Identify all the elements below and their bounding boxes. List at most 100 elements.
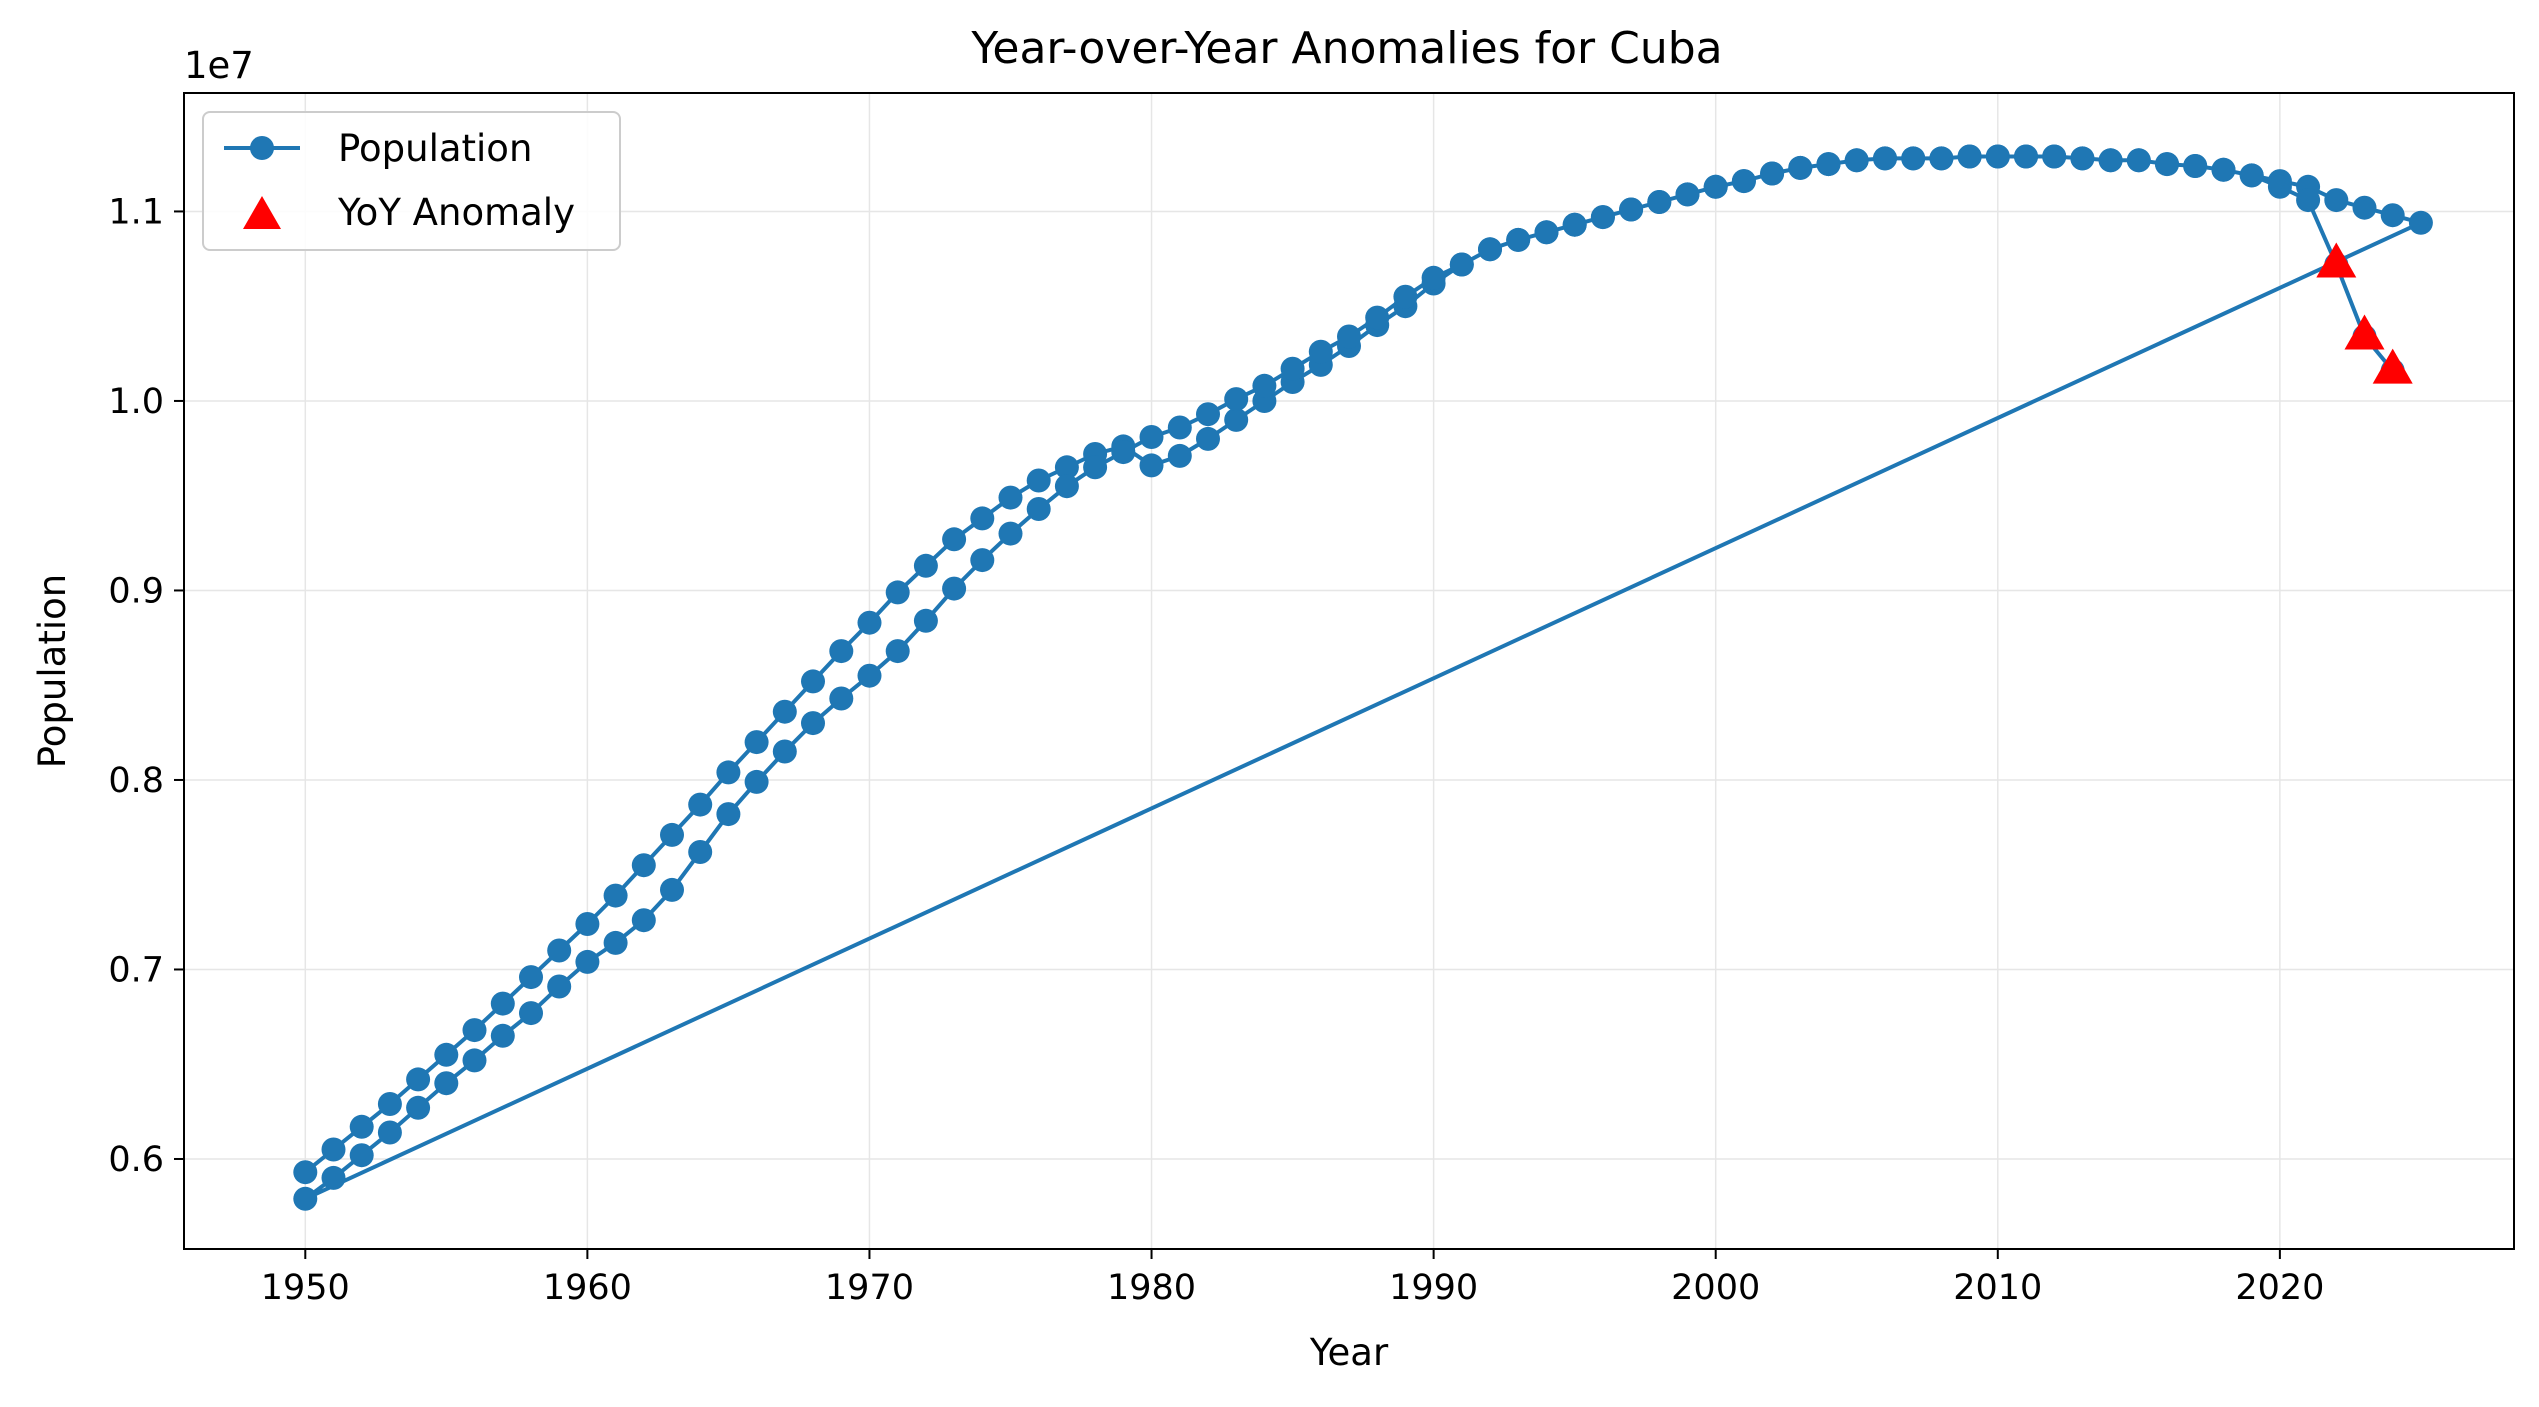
population-point xyxy=(1731,169,1756,194)
population-point xyxy=(1760,161,1785,186)
population-point xyxy=(857,663,882,688)
population-point xyxy=(1506,227,1531,252)
population-point xyxy=(688,792,713,817)
population-point xyxy=(2380,203,2405,228)
population-point xyxy=(631,853,656,878)
population-point xyxy=(1167,415,1192,440)
plot-area xyxy=(293,144,2433,1211)
population-point xyxy=(772,699,797,724)
population-point xyxy=(801,669,825,694)
population-point xyxy=(2324,188,2349,213)
y-tick-label: 0.9 xyxy=(108,571,164,611)
population-point xyxy=(1844,148,1869,173)
population-point xyxy=(829,639,854,664)
population-point xyxy=(1196,402,1220,427)
population-point xyxy=(1675,182,1700,207)
population-point xyxy=(1562,212,1587,237)
population-point xyxy=(1196,426,1220,451)
population-point xyxy=(490,1023,515,1048)
population-point xyxy=(1985,144,2010,169)
y-tick-label: 0.7 xyxy=(108,950,164,990)
population-point xyxy=(1449,252,1474,277)
population-point xyxy=(1788,155,1813,180)
population-point xyxy=(2042,144,2067,169)
population-point xyxy=(1139,425,1164,449)
population-point xyxy=(1816,152,1841,177)
population-point xyxy=(998,485,1023,510)
x-tick-label: 1990 xyxy=(1389,1268,1478,1308)
population-point xyxy=(293,1160,318,1185)
population-point xyxy=(1026,468,1051,493)
population-point xyxy=(2239,163,2264,188)
population-point xyxy=(462,1048,487,1073)
population-point xyxy=(1308,339,1333,364)
chart-title: Year-over-Year Anomalies for Cuba xyxy=(970,23,1722,74)
population-point xyxy=(1393,284,1418,309)
axes-frame xyxy=(183,92,2515,1250)
legend-anomaly-marker xyxy=(243,196,281,229)
population-point xyxy=(970,506,995,531)
population-point xyxy=(1619,197,1644,222)
population-point xyxy=(2408,210,2433,235)
legend-population-label: Population xyxy=(338,127,532,170)
population-point xyxy=(1957,144,1982,169)
population-point xyxy=(1167,443,1192,468)
population-point xyxy=(660,822,684,847)
population-point xyxy=(349,1114,374,1139)
x-axis-label: Year xyxy=(1309,1331,1389,1374)
x-tick-label: 2000 xyxy=(1671,1268,1760,1308)
population-point xyxy=(2267,174,2292,199)
y-tick-label: 1.1 xyxy=(108,192,164,232)
anomaly-point xyxy=(2372,348,2413,384)
population-point xyxy=(660,877,684,902)
population-point xyxy=(321,1137,346,1162)
population-point xyxy=(1929,146,1954,171)
population-point xyxy=(998,521,1023,546)
population-point xyxy=(688,840,713,864)
x-tick-label: 2020 xyxy=(2235,1268,2324,1308)
population-point xyxy=(462,1018,487,1043)
population-point xyxy=(377,1120,402,1145)
population-point xyxy=(716,802,741,827)
population-point xyxy=(2070,146,2095,171)
y-tick-label: 0.6 xyxy=(108,1140,164,1180)
population-point xyxy=(377,1092,402,1116)
population-point xyxy=(2296,188,2321,213)
population-point xyxy=(1365,305,1390,330)
population-point xyxy=(1139,453,1164,478)
population-point xyxy=(406,1067,431,1092)
population-point xyxy=(1421,265,1446,290)
population-point xyxy=(913,608,938,633)
population-point xyxy=(1083,455,1108,480)
legend-frame xyxy=(202,111,621,251)
y-tick-label: 0.8 xyxy=(108,761,164,801)
population-point xyxy=(2352,195,2377,220)
population-point xyxy=(2183,154,2208,178)
x-tick-label: 1960 xyxy=(543,1268,632,1308)
population-point xyxy=(575,912,600,936)
legend-anomaly-label: YoY Anomaly xyxy=(337,191,575,234)
population-point xyxy=(744,769,769,794)
population-point xyxy=(1534,220,1559,245)
population-point xyxy=(1054,455,1079,480)
population-point xyxy=(434,1042,459,1067)
population-point xyxy=(519,1001,543,1026)
x-tick-label: 1950 xyxy=(261,1268,350,1308)
legend-population-marker xyxy=(250,136,274,160)
population-point xyxy=(1224,387,1249,412)
population-point xyxy=(2155,152,2179,177)
population-point xyxy=(2014,144,2038,169)
population-point xyxy=(942,576,967,601)
population-point xyxy=(1337,324,1361,349)
x-tick-label: 1970 xyxy=(825,1268,914,1308)
population-point xyxy=(942,527,967,552)
population-point xyxy=(490,991,515,1016)
x-tick-label: 2010 xyxy=(1953,1268,2042,1308)
population-point xyxy=(1224,407,1249,432)
y-tick-label: 1.0 xyxy=(108,382,164,422)
anomaly-point xyxy=(2316,242,2357,278)
population-point xyxy=(1703,174,1728,199)
population-point xyxy=(744,730,769,755)
population-point xyxy=(321,1165,346,1190)
population-point xyxy=(2098,148,2123,173)
